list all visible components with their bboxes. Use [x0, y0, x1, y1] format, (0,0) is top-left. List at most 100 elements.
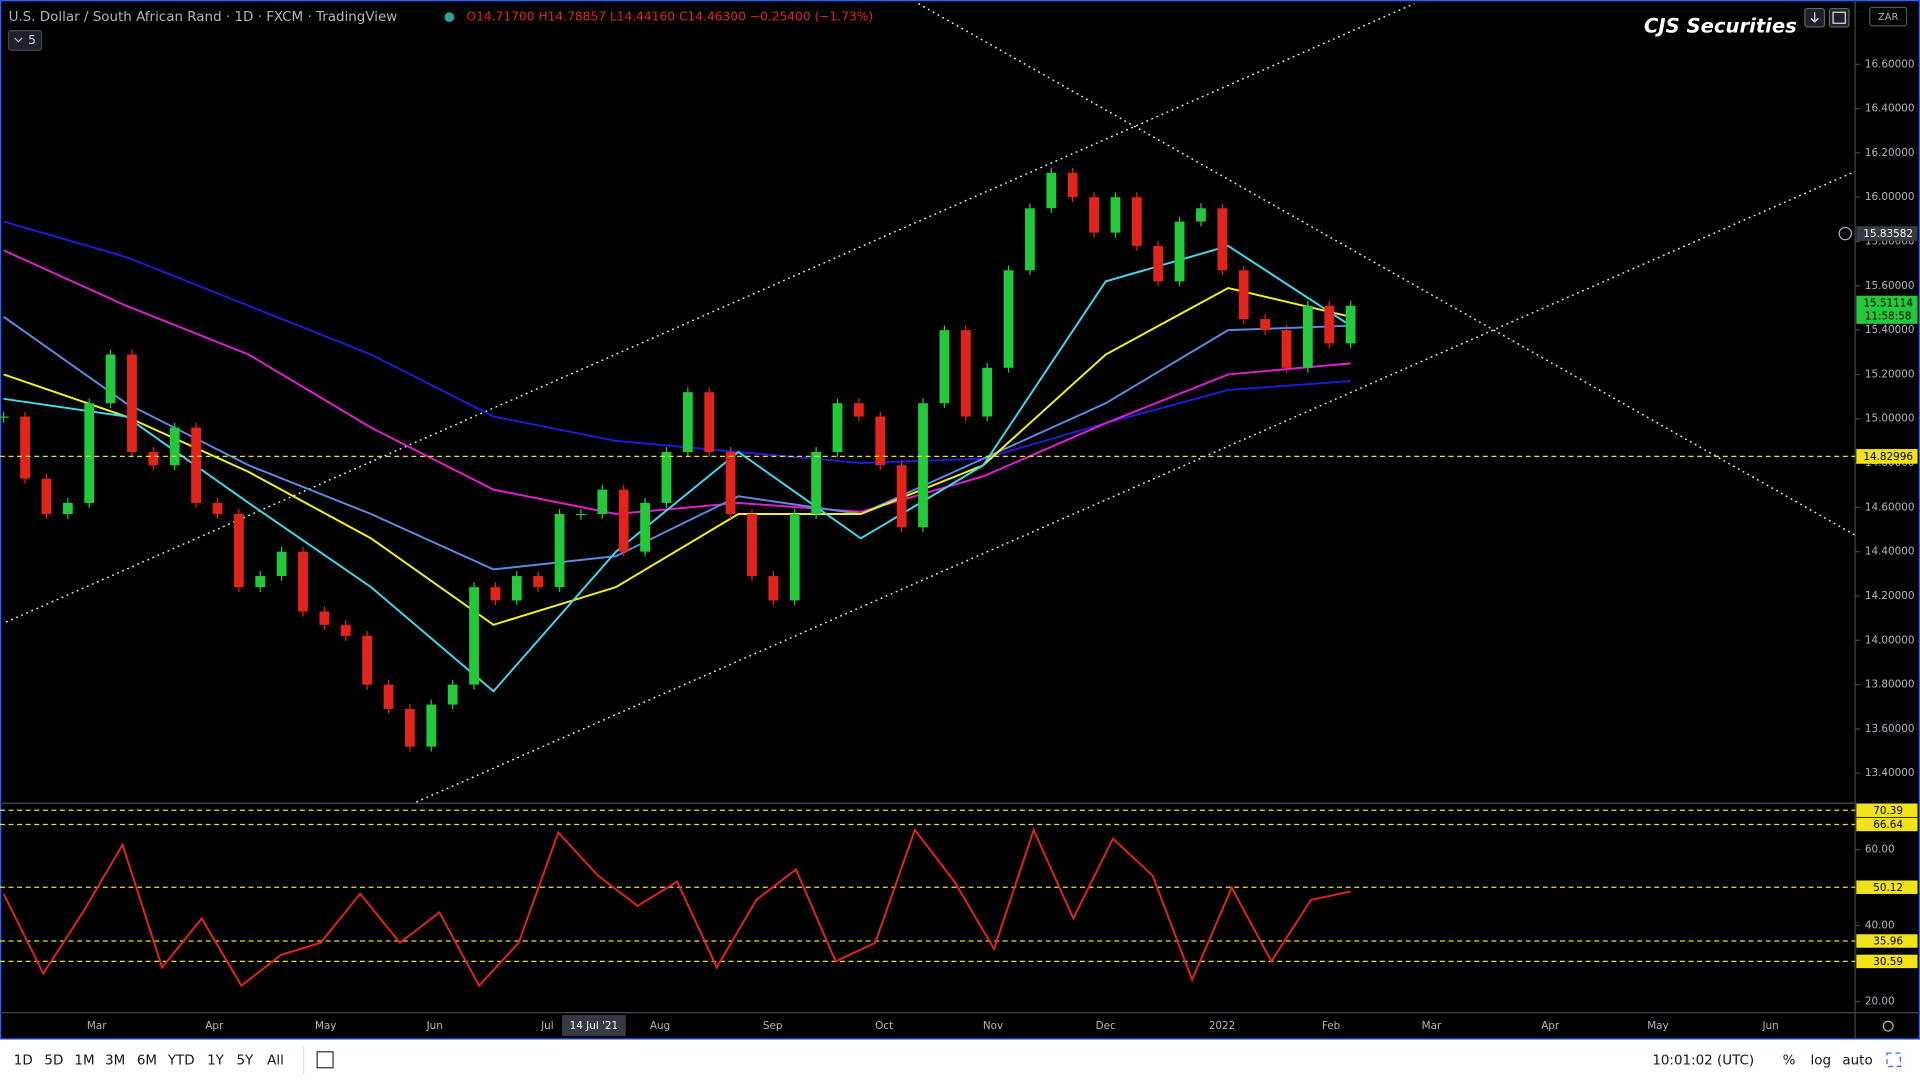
candle [682, 392, 693, 452]
candle [191, 427, 201, 503]
candle [511, 576, 522, 601]
candle [939, 330, 950, 404]
fullscreen-icon[interactable] [1886, 1052, 1902, 1068]
rsi-level-label-box [1856, 954, 1918, 969]
rsi-level-label: 50.12 [1873, 882, 1903, 894]
candle [554, 514, 565, 588]
candle [0, 416, 9, 418]
range-button[interactable]: 6M [137, 1053, 157, 1068]
candle [918, 403, 928, 528]
candle [640, 502, 650, 552]
candle [298, 551, 308, 612]
countdown: 11:58:58 [1865, 311, 1912, 323]
candle [1003, 270, 1014, 368]
y-tick-label: 15.20000 [1865, 368, 1915, 380]
candle [1196, 208, 1206, 222]
candle [148, 451, 159, 466]
x-tick-label: Apr [205, 1020, 224, 1032]
candle [1110, 197, 1121, 233]
y-tick-label: 60.00 [1865, 844, 1895, 856]
plot-layer: 13.40000 13.60000 13.80000 14.00000 14.20000… [0, 58, 1918, 1068]
moving-average [3, 286, 1351, 626]
range-button[interactable]: 5Y [237, 1053, 255, 1068]
candle [1324, 305, 1335, 344]
candle [490, 587, 501, 601]
moving-average [3, 220, 1351, 465]
x-tick-label: Oct [875, 1020, 893, 1032]
rsi-level-label-box [1856, 880, 1918, 894]
moving-average [3, 249, 1351, 516]
range-button[interactable]: 1D [14, 1053, 33, 1068]
candle [1131, 197, 1142, 246]
arrow-icon [1810, 12, 1819, 23]
range-button[interactable]: All [267, 1053, 284, 1068]
y-tick-label: 13.40000 [1865, 767, 1915, 779]
x-tick-label: Jun [426, 1020, 443, 1032]
range-button[interactable]: 5D [44, 1053, 63, 1068]
x-tick-label: Apr [1541, 1020, 1560, 1032]
range-button[interactable]: 1Y [207, 1053, 225, 1068]
x-tick-label: May [1647, 1020, 1668, 1032]
x-tick-label: Mar [1422, 1020, 1442, 1032]
y-tick-label: 16.00000 [1865, 191, 1915, 203]
range-button[interactable]: YTD [167, 1053, 195, 1068]
candle [62, 502, 73, 515]
candle [960, 330, 971, 417]
date-range-icon[interactable] [316, 1051, 334, 1069]
candle [982, 367, 993, 417]
last-price-box [1856, 295, 1918, 324]
x-tick-label: Dec [1096, 1020, 1116, 1032]
scale-option[interactable]: auto [1842, 1053, 1872, 1068]
y-tick-label: 14.60000 [1865, 501, 1915, 513]
y-tick-label: 16.20000 [1865, 147, 1915, 159]
range-button[interactable]: 1M [74, 1053, 94, 1068]
x-tick-label: Feb [1322, 1020, 1341, 1032]
candle [618, 489, 629, 552]
maximize-button[interactable] [1828, 7, 1850, 28]
candle [1153, 245, 1164, 282]
candle [1345, 305, 1356, 344]
y-tick-label: 20.00 [1865, 996, 1895, 1008]
x-tick-label: 2022 [1209, 1020, 1235, 1032]
candle [1302, 305, 1313, 368]
candle [1260, 319, 1270, 331]
candle [661, 451, 672, 503]
candle [811, 451, 822, 515]
y-tick-label: 15.60000 [1865, 280, 1915, 292]
indicator-toggle[interactable] [7, 30, 43, 51]
level-label-box [1856, 449, 1918, 464]
rsi-level-label: 70.39 [1873, 805, 1903, 817]
clock: 10:01:02 (UTC) [1652, 1053, 1754, 1068]
candle [576, 514, 586, 516]
candle [1067, 172, 1078, 198]
candle [896, 465, 907, 528]
candle [1281, 330, 1292, 368]
currency-button[interactable] [1869, 6, 1908, 27]
scale-option[interactable]: % [1783, 1053, 1796, 1068]
candle [20, 416, 30, 479]
candle [597, 489, 608, 515]
rsi-level-label: 35.96 [1873, 936, 1903, 948]
candle [1089, 197, 1099, 233]
candle [832, 403, 843, 452]
last-price: 15.51114 [1863, 298, 1913, 310]
status-dot [444, 12, 455, 23]
candle [127, 354, 137, 452]
scale-option[interactable]: log [1811, 1053, 1832, 1068]
settings-icon[interactable] [1882, 1020, 1894, 1032]
candle [875, 416, 886, 466]
candle [1025, 208, 1035, 271]
crosshair-plus[interactable] [1838, 226, 1853, 241]
candle [255, 576, 266, 588]
window-icon [1832, 11, 1846, 24]
x-tick-label: Jun [1761, 1020, 1778, 1032]
range-button[interactable]: 3M [105, 1053, 125, 1068]
crosshair-price-box [1856, 226, 1918, 241]
rsi-level-label-box [1856, 934, 1918, 948]
y-tick-label: 13.60000 [1865, 723, 1915, 735]
y-tick-label: 16.40000 [1865, 103, 1915, 115]
moving-average [3, 244, 1352, 693]
moving-average [3, 316, 1351, 571]
